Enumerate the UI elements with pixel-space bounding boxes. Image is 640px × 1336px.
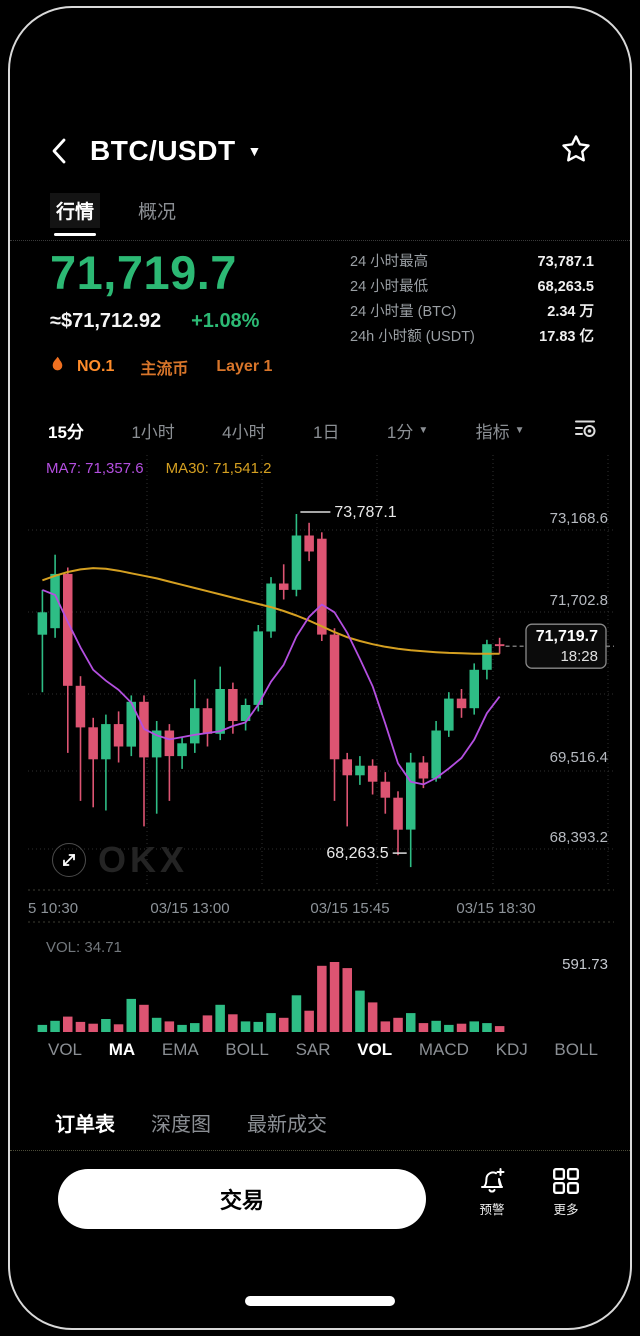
back-icon[interactable] xyxy=(50,136,76,166)
timeframe-15m[interactable]: 15分 xyxy=(48,422,84,442)
tag-mainstream[interactable]: 主流币 xyxy=(140,361,189,379)
indicator-sar[interactable]: SAR xyxy=(295,1040,331,1059)
tab-order-book[interactable]: 订单表 xyxy=(55,1114,115,1136)
svg-text:03/15 13:00: 03/15 13:00 xyxy=(150,900,229,917)
tag-layer1[interactable]: Layer 1 xyxy=(216,358,273,376)
alert-button[interactable]: 预警 xyxy=(460,1166,524,1218)
ma30-value: MA30: 71,541.2 xyxy=(165,460,272,477)
alert-label: 预警 xyxy=(479,1203,505,1217)
bottom-divider xyxy=(10,1150,630,1151)
header: BTC/USDT ▼ xyxy=(50,126,592,176)
tab-quotes[interactable]: 行情 xyxy=(50,192,101,236)
indicator-kdj[interactable]: KDJ xyxy=(495,1040,528,1059)
orderbook-tabs: 订单表 深度图 最新成交 xyxy=(55,1108,327,1137)
svg-text:71,702.8: 71,702.8 xyxy=(550,592,608,609)
fullscreen-expand-icon[interactable] xyxy=(52,843,86,877)
okx-watermark: OKX xyxy=(98,839,189,880)
ma7-value: MA7: 71,357.6 xyxy=(46,460,144,477)
svg-text:5 10:30: 5 10:30 xyxy=(28,900,78,917)
tab-depth-chart[interactable]: 深度图 xyxy=(151,1114,211,1136)
timeframe-row: 15分 1小时 4小时 1日 1分 ▼ 指标 ▼ xyxy=(48,412,598,448)
badges: NO.1 主流币 Layer 1 xyxy=(50,355,288,379)
svg-text:03/15 18:30: 03/15 18:30 xyxy=(456,900,535,917)
candlestick-chart[interactable]: 73,168.6 71,702.8 69,516.4 68,393.2 5 10:30 0… xyxy=(28,455,614,1037)
tab-latest-trades[interactable]: 最新成交 xyxy=(247,1114,327,1136)
chevron-down-icon: ▼ xyxy=(418,424,429,436)
tabs-divider xyxy=(10,240,630,241)
svg-text:69,516.4: 69,516.4 xyxy=(550,749,608,766)
change-percent: +1.08% xyxy=(191,310,260,333)
svg-text:73,168.6: 73,168.6 xyxy=(550,510,608,527)
flame-icon xyxy=(50,356,65,379)
top-tabs: 行情 概况 xyxy=(50,186,182,236)
svg-text:71,719.7: 71,719.7 xyxy=(536,628,598,645)
svg-text:18:28: 18:28 xyxy=(560,648,598,665)
timeframe-1h[interactable]: 1小时 xyxy=(131,422,175,442)
indicator-dropdown[interactable]: 指标 ▼ xyxy=(475,422,525,442)
indicator-ma[interactable]: MA xyxy=(108,1040,136,1059)
chart-area: 73,168.6 71,702.8 69,516.4 68,393.2 5 10:30 0… xyxy=(28,455,614,1037)
trade-button[interactable]: 交易 xyxy=(58,1169,426,1229)
ma-legend: MA7: 71,357.6 MA30: 71,541.2 xyxy=(46,460,272,477)
stat-row-turnover: 24h 小时额 (USDT) 17.83 亿 xyxy=(350,329,594,345)
stat-row-high: 24 小时最高 73,787.1 xyxy=(350,254,594,270)
indicator-boll2[interactable]: BOLL xyxy=(554,1040,598,1059)
tab-overview[interactable]: 概况 xyxy=(138,201,177,223)
timeframe-1m-dropdown[interactable]: 1分 ▼ xyxy=(386,422,429,442)
indicator-vol-sub[interactable]: VOL xyxy=(357,1040,393,1059)
pair-dropdown-caret-icon[interactable]: ▼ xyxy=(247,143,262,159)
indicator-boll[interactable]: BOLL xyxy=(225,1040,269,1059)
more-button[interactable]: 更多 xyxy=(534,1166,598,1218)
chevron-down-icon: ▼ xyxy=(514,424,525,436)
rank-badge[interactable]: NO.1 xyxy=(77,358,115,376)
svg-text:73,787.1: 73,787.1 xyxy=(334,504,396,521)
indicator-ema[interactable]: EMA xyxy=(161,1040,199,1059)
timeframe-4h[interactable]: 4小时 xyxy=(222,422,266,442)
fiat-price: ≈$71,712.92 xyxy=(50,310,162,333)
stat-row-low: 24 小时最低 68,263.5 xyxy=(350,279,594,295)
volume-current-label: VOL: 34.71 xyxy=(46,939,122,956)
home-indicator[interactable] xyxy=(245,1296,395,1306)
last-price-tag: 71,719.7 18:28 xyxy=(525,623,607,669)
svg-text:68,263.5: 68,263.5 xyxy=(326,845,388,862)
stat-row-volume: 24 小时量 (BTC) 2.34 万 xyxy=(350,304,594,320)
svg-text:03/15 15:45: 03/15 15:45 xyxy=(310,900,389,917)
indicator-tabs: VOL MA EMA BOLL SAR VOL MACD KDJ BOLL xyxy=(48,1040,598,1060)
timeframe-1d[interactable]: 1日 xyxy=(313,422,340,442)
svg-text:68,393.2: 68,393.2 xyxy=(550,829,608,846)
indicator-vol-overlay[interactable]: VOL xyxy=(48,1040,83,1059)
chart-settings-icon[interactable] xyxy=(572,415,598,446)
volume-scale-label: 591.73 xyxy=(562,956,608,973)
price-section: 71,719.7 ≈$71,712.92 +1.08% NO.1 主流币 Lay… xyxy=(50,248,594,379)
stats-panel: 24 小时最高 73,787.1 24 小时最低 68,263.5 24 小时量 (… xyxy=(350,250,594,379)
more-label: 更多 xyxy=(553,1203,579,1217)
indicator-macd[interactable]: MACD xyxy=(418,1040,469,1059)
favorite-star-icon[interactable] xyxy=(560,133,592,170)
last-price: 71,719.7 xyxy=(50,246,237,299)
pair-title[interactable]: BTC/USDT xyxy=(90,135,236,166)
